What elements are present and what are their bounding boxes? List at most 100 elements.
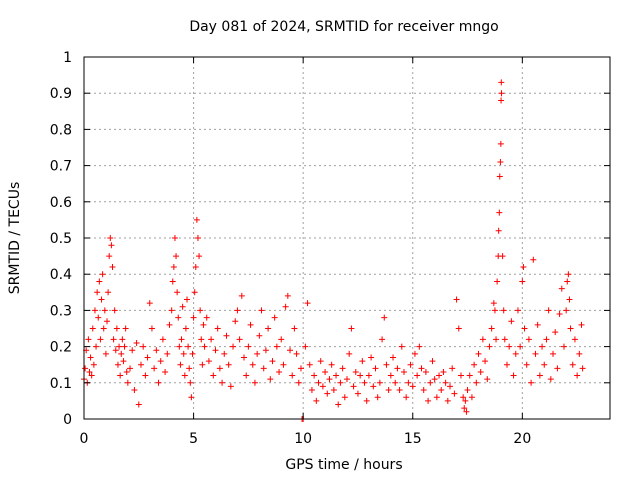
data-point bbox=[427, 379, 434, 386]
data-point bbox=[508, 318, 515, 325]
data-point bbox=[376, 379, 383, 386]
data-point bbox=[457, 372, 464, 379]
data-point bbox=[464, 387, 471, 394]
data-point bbox=[475, 350, 482, 357]
data-point bbox=[510, 372, 517, 379]
data-point bbox=[205, 358, 212, 365]
data-point bbox=[232, 318, 239, 325]
data-point bbox=[98, 296, 105, 303]
data-point bbox=[175, 314, 182, 321]
data-point bbox=[114, 361, 121, 368]
data-point bbox=[82, 365, 89, 372]
data-point bbox=[227, 383, 234, 390]
data-point bbox=[129, 347, 136, 354]
data-point bbox=[447, 383, 454, 390]
data-point bbox=[108, 242, 115, 249]
data-point bbox=[567, 325, 574, 332]
data-point bbox=[444, 397, 451, 404]
x-tick-label: 0 bbox=[80, 431, 89, 447]
data-point bbox=[302, 343, 309, 350]
x-tick-label: 15 bbox=[404, 431, 422, 447]
data-point bbox=[269, 358, 276, 365]
data-point bbox=[306, 361, 313, 368]
data-point bbox=[326, 376, 333, 383]
data-point bbox=[265, 325, 272, 332]
data-point bbox=[119, 336, 126, 343]
data-point bbox=[260, 365, 267, 372]
data-point bbox=[109, 263, 116, 270]
data-point bbox=[120, 358, 127, 365]
data-point bbox=[554, 365, 561, 372]
data-point bbox=[117, 372, 124, 379]
y-tick-label: 0 bbox=[63, 412, 72, 428]
data-point bbox=[560, 343, 567, 350]
data-point bbox=[398, 343, 405, 350]
data-point bbox=[212, 347, 219, 354]
data-point bbox=[500, 307, 507, 314]
data-point bbox=[295, 379, 302, 386]
data-point bbox=[142, 372, 149, 379]
data-point bbox=[471, 361, 478, 368]
data-point bbox=[243, 372, 250, 379]
data-point bbox=[359, 358, 366, 365]
data-point bbox=[192, 263, 199, 270]
data-point bbox=[543, 336, 550, 343]
data-point bbox=[189, 350, 196, 357]
data-point bbox=[311, 372, 318, 379]
data-point bbox=[442, 379, 449, 386]
data-point bbox=[249, 361, 256, 368]
data-point bbox=[176, 343, 183, 350]
data-point bbox=[131, 387, 138, 394]
data-point bbox=[536, 372, 543, 379]
data-point bbox=[99, 271, 106, 278]
data-point bbox=[579, 365, 586, 372]
data-point bbox=[390, 354, 397, 361]
data-point bbox=[146, 300, 153, 307]
data-point bbox=[256, 332, 263, 339]
data-point bbox=[333, 372, 340, 379]
axis-ticks bbox=[83, 56, 610, 420]
data-point bbox=[539, 343, 546, 350]
data-point bbox=[199, 361, 206, 368]
data-point bbox=[493, 336, 500, 343]
data-point bbox=[534, 321, 541, 328]
data-point bbox=[420, 387, 427, 394]
data-point bbox=[121, 343, 128, 350]
data-point bbox=[186, 365, 193, 372]
data-point bbox=[363, 397, 370, 404]
data-point bbox=[497, 158, 504, 165]
data-point bbox=[550, 350, 557, 357]
data-point bbox=[354, 390, 361, 397]
data-point bbox=[107, 235, 114, 241]
data-point bbox=[496, 209, 503, 216]
data-point bbox=[381, 314, 388, 321]
data-point bbox=[370, 383, 377, 390]
data-point bbox=[214, 325, 221, 332]
data-point bbox=[102, 350, 109, 357]
data-point bbox=[112, 347, 119, 354]
data-point bbox=[203, 314, 210, 321]
data-point bbox=[238, 292, 245, 299]
data-point bbox=[111, 307, 118, 314]
data-point bbox=[453, 296, 460, 303]
data-point bbox=[97, 336, 104, 343]
data-point bbox=[477, 368, 484, 375]
data-point bbox=[304, 300, 311, 307]
data-point bbox=[293, 350, 300, 357]
data-point bbox=[523, 361, 530, 368]
data-point bbox=[565, 271, 572, 278]
data-point bbox=[184, 296, 191, 303]
data-point bbox=[210, 372, 217, 379]
data-point bbox=[409, 383, 416, 390]
data-point bbox=[89, 325, 96, 332]
data-point bbox=[571, 336, 578, 343]
data-point bbox=[291, 325, 298, 332]
data-point bbox=[350, 383, 357, 390]
plot-frame bbox=[83, 56, 611, 420]
data-point bbox=[431, 376, 438, 383]
data-point bbox=[503, 361, 510, 368]
data-point bbox=[219, 379, 226, 386]
data-point bbox=[385, 387, 392, 394]
data-point bbox=[339, 365, 346, 372]
data-point bbox=[181, 372, 188, 379]
